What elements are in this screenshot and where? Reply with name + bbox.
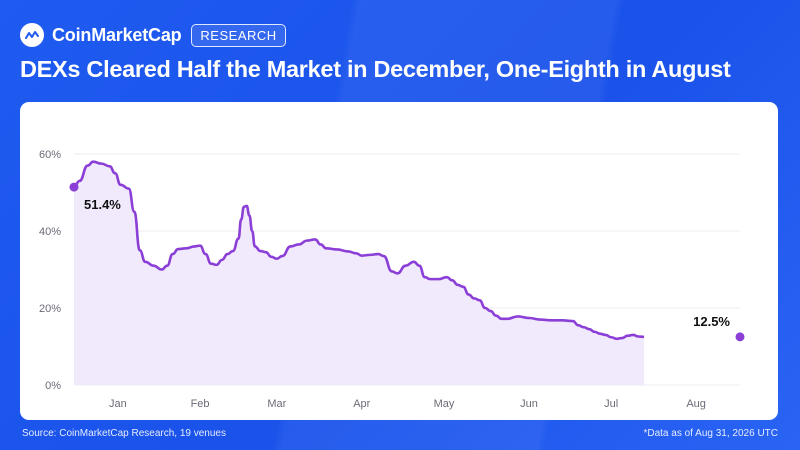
annotations: 51.4% 12.5% <box>69 182 745 342</box>
annotation-marker <box>69 182 79 192</box>
annotation-marker <box>735 332 745 342</box>
annotation-label: 51.4% <box>84 197 121 212</box>
y-axis: 0% 20% 40% 60% <box>39 149 61 392</box>
x-tick-label: Jan <box>109 398 127 410</box>
page-title: DEXs Cleared Half the Market in December… <box>20 56 731 82</box>
brand-name: CoinMarketCap <box>52 24 182 45</box>
data-as-of-note: *Data as of Aug 31, 2026 UTC <box>643 428 778 439</box>
y-tick-label: 40% <box>39 226 61 238</box>
x-tick-label: Jun <box>520 398 538 410</box>
area-chart: 0% 20% 40% 60% Jan Feb Mar Apr May Jun Jul Aug 51.… <box>39 149 745 410</box>
x-tick-label: Apr <box>353 398 370 410</box>
annotation-label: 12.5% <box>693 314 730 329</box>
series-area-fill <box>74 161 645 385</box>
x-tick-label: Jul <box>604 398 618 410</box>
x-tick-label: May <box>434 398 455 410</box>
y-tick-label: 60% <box>39 149 61 161</box>
chart-card: 0% 20% 40% 60% Jan Feb Mar Apr May Jun Jul Aug 51.… <box>20 102 778 420</box>
series-line <box>73 160 645 341</box>
y-tick-label: 0% <box>45 380 61 392</box>
research-badge: RESEARCH <box>191 23 286 47</box>
x-tick-label: Aug <box>686 398 706 410</box>
brand-header: CoinMarketCap RESEARCH <box>20 22 286 48</box>
x-tick-label: Feb <box>191 398 210 410</box>
x-tick-label: Mar <box>267 398 286 410</box>
source-note: Source: CoinMarketCap Research, 19 venue… <box>22 428 226 439</box>
coinmarketcap-logo-icon <box>20 23 44 47</box>
x-axis: Jan Feb Mar Apr May Jun Jul Aug <box>109 398 706 410</box>
y-tick-label: 20% <box>39 303 61 315</box>
